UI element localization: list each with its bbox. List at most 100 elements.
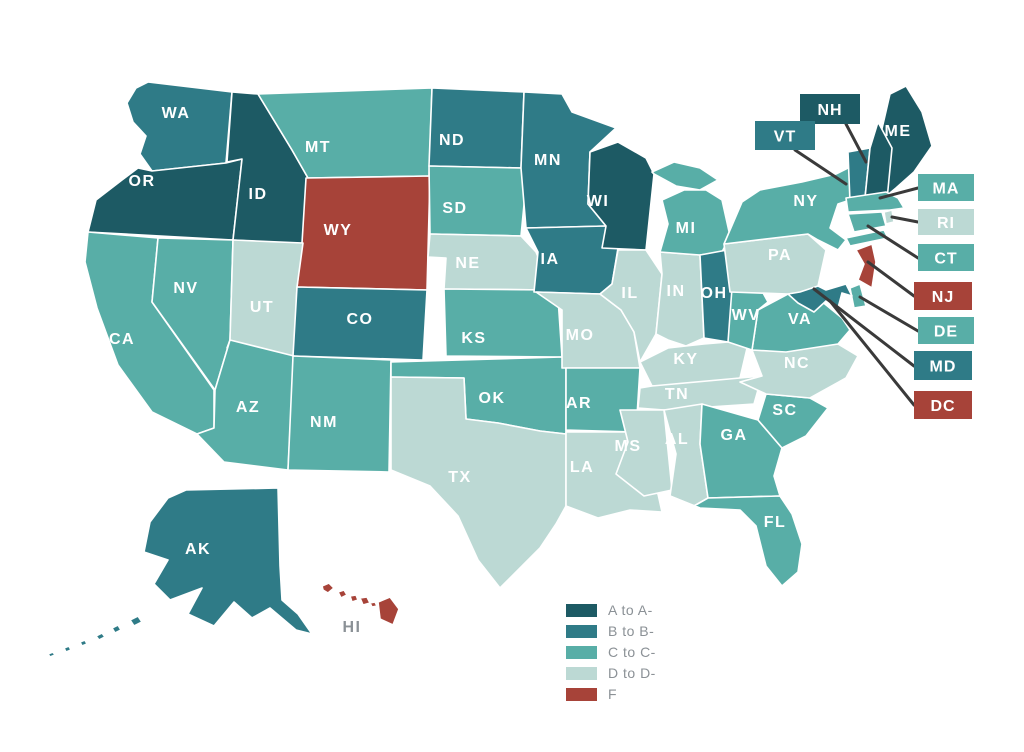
- callout-label-ct: CT: [934, 251, 957, 268]
- state-label-in: IN: [667, 283, 686, 300]
- state-label-nc: NC: [784, 355, 810, 372]
- state-sd: [428, 165, 527, 237]
- state-wy: [296, 175, 431, 291]
- state-label-tx: TX: [448, 469, 471, 486]
- state-label-or: OR: [129, 173, 156, 190]
- legend-swatch-d: [566, 667, 597, 680]
- state-label-co: CO: [347, 311, 374, 328]
- state-label-il: IL: [621, 285, 638, 302]
- callout-box-ma: [918, 174, 974, 201]
- state-label-ut: UT: [250, 299, 274, 316]
- state-label-az: AZ: [236, 399, 260, 416]
- state-nj: [855, 243, 877, 289]
- state-il: [599, 249, 663, 363]
- state-label-pa: PA: [768, 247, 792, 264]
- callout-box-md: [914, 351, 972, 380]
- state-label-ga: GA: [721, 427, 748, 444]
- state-or: [87, 158, 243, 241]
- state-label-me: ME: [885, 123, 912, 140]
- state-label-ia: IA: [541, 251, 560, 268]
- callout-box-ct: [918, 244, 974, 271]
- state-label-mi: MI: [676, 220, 697, 237]
- callout-box-de: [918, 317, 974, 344]
- state-de: [849, 283, 867, 309]
- state-pa: [723, 233, 827, 295]
- leader-line-de: [858, 295, 920, 333]
- state-label-nv: NV: [173, 280, 198, 297]
- leader-line-dc: [828, 299, 916, 407]
- state-label-ok: OK: [479, 390, 506, 407]
- legend-swatch-b: [566, 625, 597, 638]
- legend-label-f: F: [608, 686, 617, 702]
- state-label-mt: MT: [305, 139, 331, 156]
- callout-box-ri: [918, 209, 974, 235]
- callout-label-ma: MA: [933, 181, 960, 198]
- callout-label-nj: NJ: [932, 289, 954, 306]
- leader-lines-layer: [793, 122, 920, 407]
- state-label-nd: ND: [439, 132, 465, 149]
- state-label-id: ID: [249, 186, 268, 203]
- state-labels-layer: WA OR CA NV ID MT WY UT CO AZ NM ND SD NE KS OK TX MN IA MO…: [109, 105, 912, 636]
- legend-label-a: A to A-: [608, 602, 653, 618]
- legend-label-b: B to B-: [608, 623, 654, 639]
- legend-swatch-f: [566, 688, 597, 701]
- state-hi: [321, 582, 400, 626]
- leader-line-ct: [866, 224, 920, 260]
- callout-label-ri: RI: [937, 215, 955, 232]
- state-fl: [669, 495, 803, 587]
- state-ut: [226, 239, 304, 357]
- state-label-ar: AR: [566, 395, 592, 412]
- state-label-wa: WA: [162, 105, 191, 122]
- callout-labels-layer: NH VT MA RI CT NJ DE MD DC: [755, 94, 974, 419]
- leader-line-ri: [890, 215, 920, 224]
- legend-label-c: C to C-: [608, 644, 656, 660]
- state-label-ca: CA: [109, 331, 135, 348]
- state-tx: [390, 376, 567, 589]
- legend-label-d: D to D-: [608, 665, 656, 681]
- state-label-al: AL: [665, 431, 689, 448]
- state-label-ms: MS: [615, 438, 642, 455]
- state-label-sc: SC: [772, 402, 797, 419]
- state-label-tn: TN: [665, 386, 689, 403]
- state-label-mn: MN: [534, 152, 562, 169]
- callout-label-vt: VT: [774, 129, 796, 146]
- callout-box-vt: [755, 121, 815, 150]
- leader-line-nh: [844, 122, 868, 164]
- legend: A to A- B to B- C to C- D to D- F: [566, 602, 656, 702]
- state-label-wv: WV: [732, 307, 761, 324]
- state-label-ky: KY: [673, 351, 698, 368]
- state-ri: [883, 209, 895, 225]
- state-nc: [739, 343, 859, 399]
- callout-box-nh: [800, 94, 860, 124]
- state-label-oh: OH: [701, 285, 728, 302]
- state-wa: [126, 81, 233, 172]
- states-layer: [47, 81, 933, 658]
- callout-label-dc: DC: [930, 398, 955, 415]
- state-label-sd: SD: [442, 200, 467, 217]
- state-nd: [428, 87, 525, 169]
- leader-line-vt: [793, 148, 848, 186]
- state-label-nm: NM: [310, 414, 338, 431]
- state-mi: [651, 161, 731, 256]
- state-nm: [287, 355, 392, 473]
- state-label-wi: WI: [587, 193, 610, 210]
- state-label-la: LA: [570, 459, 594, 476]
- callout-box-nj: [914, 282, 972, 310]
- state-label-ny: NY: [793, 193, 818, 210]
- state-ct: [847, 211, 887, 233]
- state-label-ks: KS: [461, 330, 486, 347]
- state-label-ak: AK: [185, 541, 211, 558]
- state-label-wy: WY: [324, 222, 353, 239]
- leader-line-ma: [878, 186, 920, 200]
- legend-swatch-c: [566, 646, 597, 659]
- state-ak: [47, 487, 313, 658]
- state-label-ne: NE: [455, 255, 480, 272]
- state-co: [292, 286, 428, 361]
- callout-label-nh: NH: [817, 102, 842, 119]
- state-label-fl: FL: [764, 514, 787, 531]
- state-label-va: VA: [788, 311, 812, 328]
- state-label-mo: MO: [566, 327, 595, 344]
- leader-line-nj: [866, 260, 916, 298]
